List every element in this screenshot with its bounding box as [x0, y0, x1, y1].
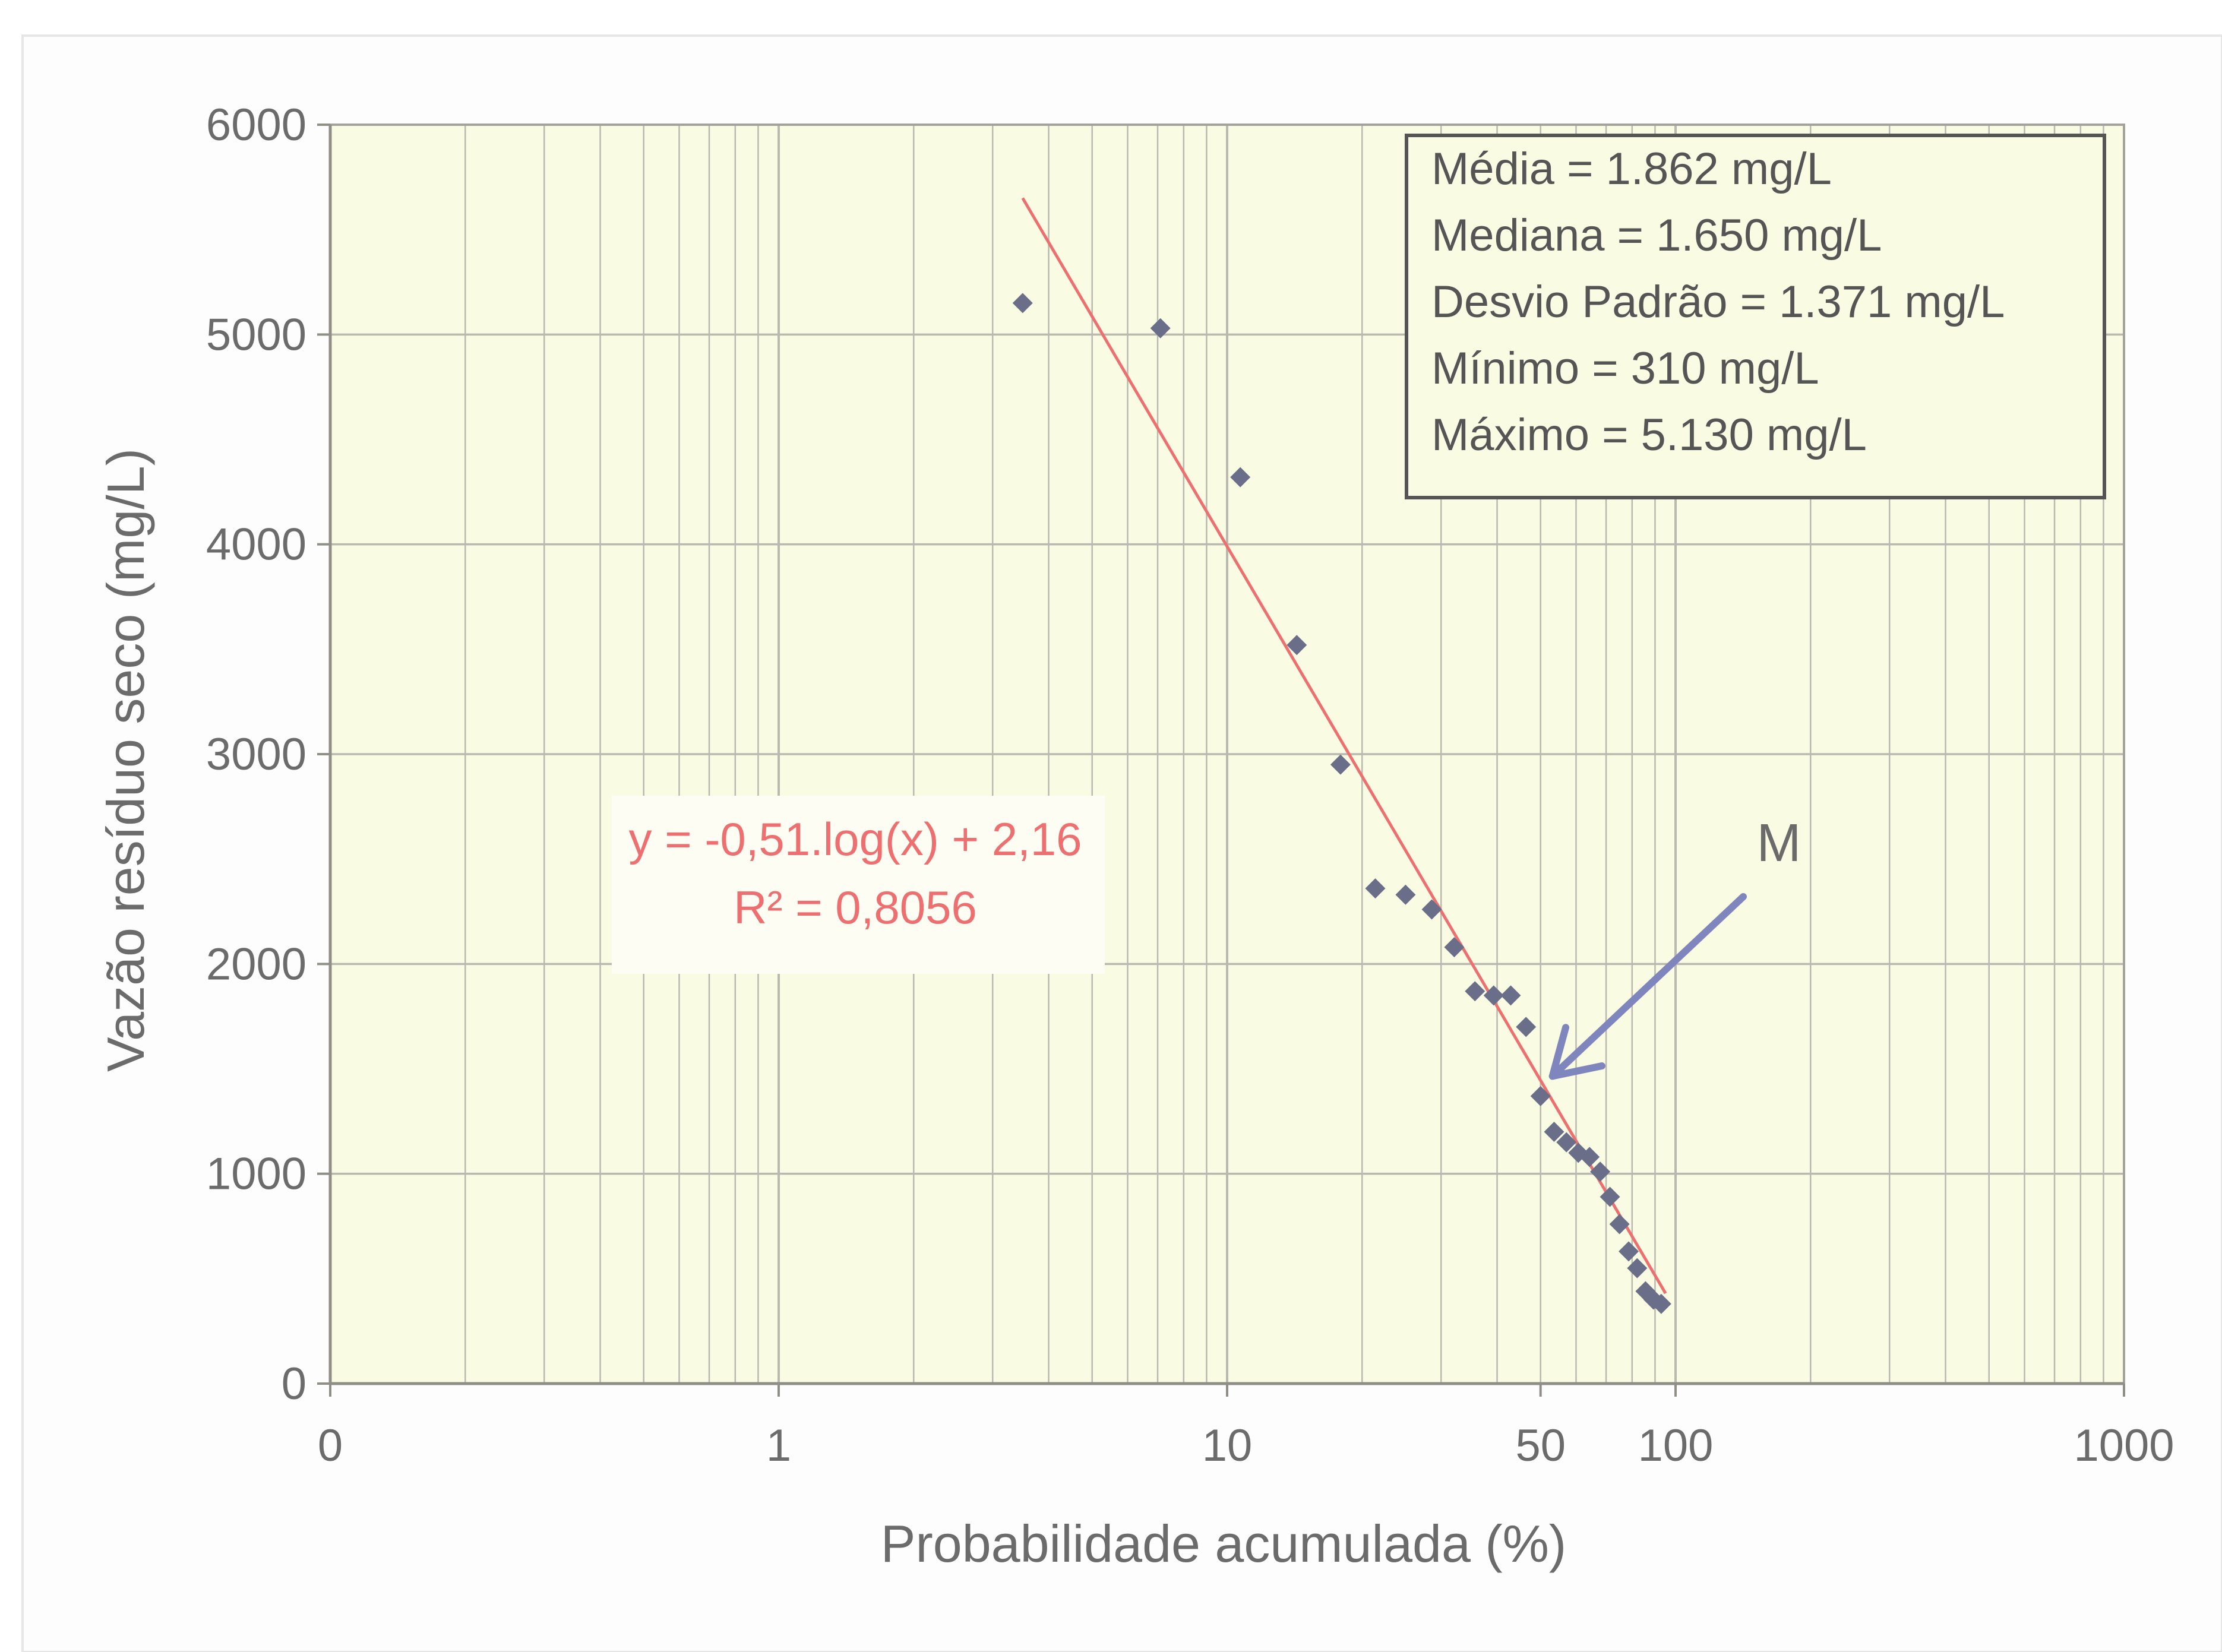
stats-line: Mínimo = 310 mg/L — [1431, 343, 1819, 394]
trendline-r-squared: R² = 0,8056 — [734, 881, 977, 933]
data-point-marker — [1465, 981, 1485, 1002]
annotation-arrow — [1548, 893, 1747, 1080]
data-point-marker — [1600, 1186, 1620, 1207]
data-point-marker — [1556, 1132, 1577, 1153]
data-point-marker — [1365, 878, 1386, 899]
data-point-marker — [1230, 467, 1251, 488]
data-point-marker — [1330, 754, 1351, 775]
data-point-marker — [1590, 1162, 1611, 1182]
data-point-marker — [1544, 1122, 1564, 1142]
stats-list: Média = 1.862 mg/L Mediana = 1.650 mg/L De… — [1431, 144, 2005, 460]
annotation-arrow-head — [1548, 1024, 1605, 1080]
data-point-marker — [1516, 1017, 1537, 1037]
y-tick-label: 2000 — [206, 939, 306, 989]
stats-box — [1405, 134, 2106, 499]
y-tick-label: 6000 — [206, 100, 306, 150]
data-point-marker — [1444, 937, 1465, 958]
y-tick-label: 1000 — [206, 1149, 306, 1200]
data-point-marker — [1287, 635, 1307, 656]
x-tick-label: 50 — [1515, 1420, 1566, 1471]
data-point-marker — [1150, 318, 1171, 338]
y-tick-label: 5000 — [206, 309, 306, 360]
data-points — [1012, 293, 1671, 1314]
x-tick-label: 1000 — [2074, 1420, 2174, 1471]
data-point-marker — [1500, 985, 1521, 1006]
x-axis-title: Probabilidade acumulada (%) — [881, 1514, 1566, 1573]
data-point-marker — [1579, 1147, 1600, 1167]
data-point-marker — [1483, 985, 1504, 1006]
y-axis-title: Vazão resíduo seco (mg/L) — [96, 448, 155, 1072]
x-axis-ticks: 0 1 10 50 100 1000 — [318, 1384, 2174, 1471]
stats-line: Mediana = 1.650 mg/L — [1431, 210, 1882, 261]
x-tick-label: 0 — [318, 1420, 343, 1471]
x-tick-label: 100 — [1638, 1420, 1714, 1471]
data-point-marker — [1609, 1214, 1630, 1235]
stats-line: Máximo = 5.130 mg/L — [1431, 410, 1867, 460]
annotation-label: M — [1757, 814, 1801, 873]
y-axis-ticks: 0 1000 2000 3000 4000 5000 6000 — [206, 100, 330, 1409]
data-point-marker — [1421, 899, 1442, 920]
x-tick-label: 1 — [766, 1420, 791, 1471]
data-point-marker — [1627, 1258, 1648, 1278]
y-tick-label: 3000 — [206, 729, 306, 780]
data-point-marker — [1619, 1241, 1639, 1262]
data-point-marker — [1395, 884, 1416, 905]
data-point-marker — [1530, 1085, 1551, 1106]
y-tick-label: 4000 — [206, 520, 306, 570]
data-point-marker — [1012, 293, 1033, 314]
stats-line: Média = 1.862 mg/L — [1431, 144, 1832, 194]
trendline-equation: y = -0,51.log(x) + 2,16 — [628, 813, 1082, 865]
stats-line: Desvio Padrão = 1.371 mg/L — [1431, 277, 2005, 327]
trendline — [1021, 197, 1667, 1295]
data-point-marker — [1651, 1293, 1671, 1314]
y-tick-label: 0 — [282, 1359, 306, 1409]
equation-box — [612, 796, 1105, 974]
x-tick-label: 10 — [1202, 1420, 1253, 1471]
